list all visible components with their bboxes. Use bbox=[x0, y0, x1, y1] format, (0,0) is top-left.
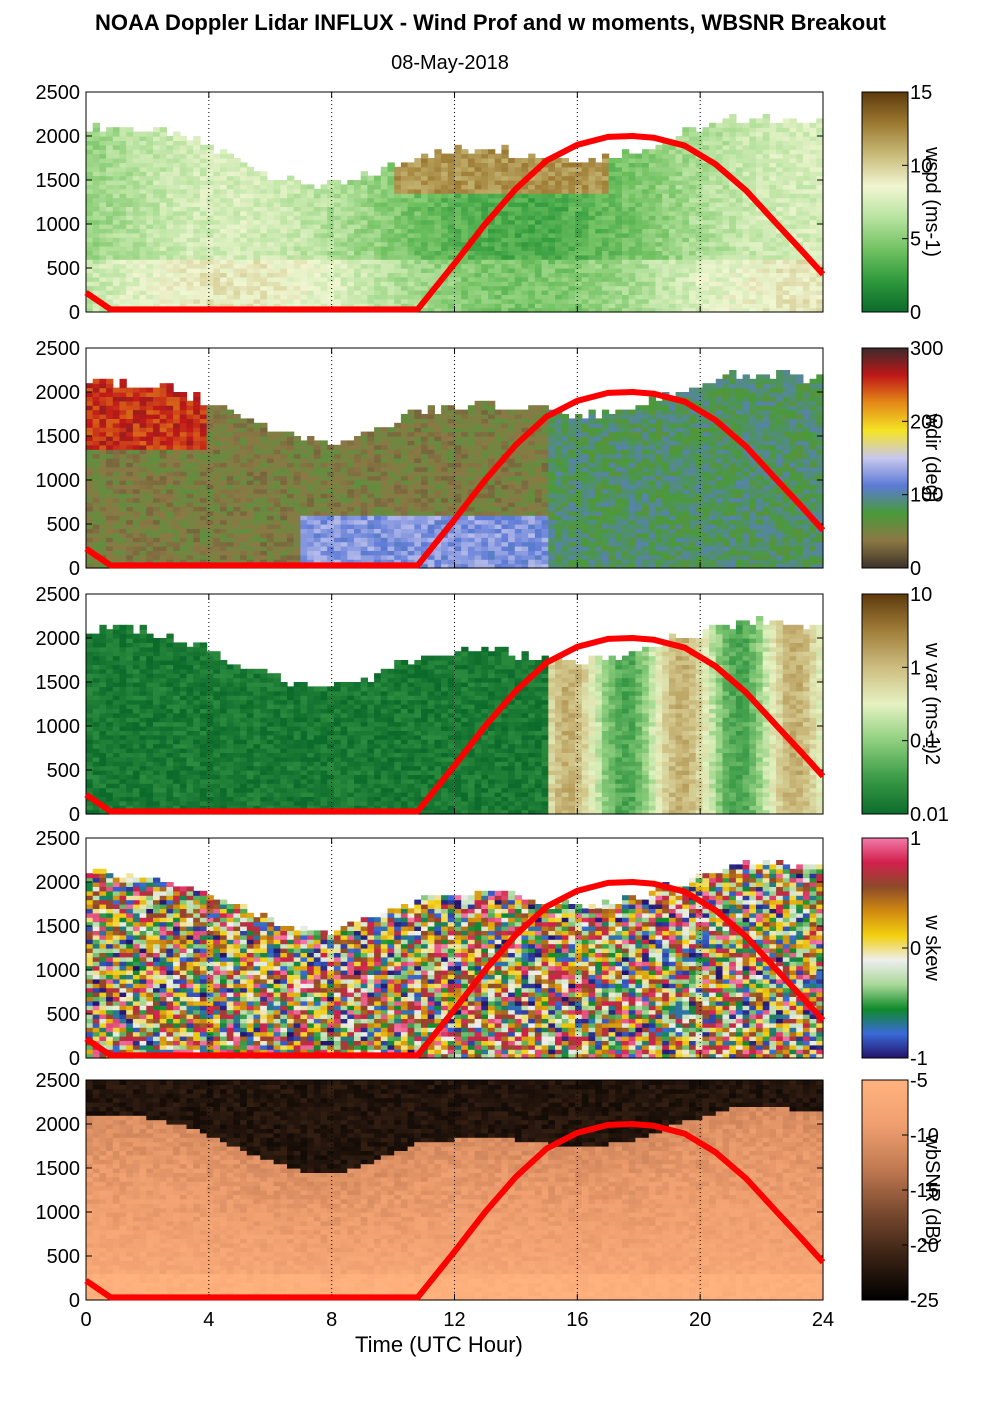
y-tick-label: 1000 bbox=[36, 470, 81, 492]
colorbar-label: wdir (deg) bbox=[921, 413, 943, 503]
wdir-heatmap bbox=[86, 370, 824, 569]
colorbar-tick-label: 10 bbox=[910, 155, 932, 177]
panel-wskew: 0 500 1000 1500 2000 2500 1 0 -1 w skew bbox=[36, 828, 944, 1070]
wvar-colorbar: 10 1 0.1 0.01 w var (ms-1)2 bbox=[861, 584, 949, 826]
colorbar-tick-label: 200 bbox=[910, 411, 943, 433]
y-tick-label: 1500 bbox=[36, 170, 81, 192]
y-tick-label: 0 bbox=[69, 302, 80, 324]
y-tick-label: 2500 bbox=[36, 828, 81, 850]
y-tick-label: 0 bbox=[69, 804, 80, 826]
mixing-layer-curve bbox=[84, 133, 826, 313]
y-tick-label: 2500 bbox=[36, 1070, 81, 1092]
y-tick-label: 500 bbox=[47, 1246, 80, 1268]
colorbar-tick-label: 0 bbox=[910, 938, 921, 960]
y-tick-label: 2000 bbox=[36, 382, 81, 404]
mixing-layer-curve bbox=[84, 879, 826, 1059]
wskew-heatmap bbox=[86, 860, 824, 1059]
colorbar-label: w var (ms-1)2 bbox=[921, 642, 943, 765]
y-tick-label: 2500 bbox=[36, 584, 81, 606]
y-tick-label: 1500 bbox=[36, 672, 81, 694]
y-tick-label: 1000 bbox=[36, 214, 81, 236]
colorbar-tick-label: 0.1 bbox=[910, 731, 938, 753]
y-tick-label: 1500 bbox=[36, 1158, 81, 1180]
y-tick-label: 500 bbox=[47, 258, 80, 280]
y-tick-label: 2000 bbox=[36, 126, 81, 148]
x-tick-label: 0 bbox=[80, 1309, 91, 1330]
wskew-colorbar: 1 0 -1 w skew bbox=[861, 828, 943, 1070]
panel-wspd: 0 500 1000 1500 2000 2500 15 10 5 0 wspd (ms-1) bbox=[36, 82, 944, 324]
wvar-heatmap bbox=[86, 616, 824, 815]
colorbar-tick-label: -25 bbox=[910, 1290, 939, 1312]
wdir-colorbar: 300 200 100 0 wdir (deg) bbox=[861, 338, 943, 580]
y-tick-label: 1500 bbox=[36, 426, 81, 448]
wbsnr-colorbar-ramp bbox=[861, 1079, 909, 1301]
y-tick-label: 500 bbox=[47, 514, 80, 536]
wspd-colorbar-ramp bbox=[861, 91, 909, 313]
y-tick-label: 0 bbox=[69, 558, 80, 580]
x-tick-label: 24 bbox=[812, 1309, 834, 1330]
colorbar-tick-label: 0 bbox=[910, 558, 921, 580]
x-tick-label: 4 bbox=[203, 1309, 214, 1330]
colorbar-tick-label: 100 bbox=[910, 485, 943, 507]
chart-subtitle: 08-May-2018 bbox=[0, 52, 900, 75]
y-tick-label: 1500 bbox=[36, 916, 81, 938]
y-tick-label: 2000 bbox=[36, 1114, 81, 1136]
colorbar-tick-label: -5 bbox=[910, 1070, 928, 1092]
x-axis-label: Time (UTC Hour) bbox=[355, 1332, 523, 1358]
colorbar-tick-label: 300 bbox=[910, 338, 943, 360]
panel-wvar: 0 500 1000 1500 2000 2500 10 1 0.1 0.01 w var (ms-… bbox=[36, 584, 949, 826]
y-tick-label: 2000 bbox=[36, 872, 81, 894]
colorbar-tick-label: -20 bbox=[910, 1235, 939, 1257]
colorbar-tick-label: -1 bbox=[910, 1048, 928, 1070]
wspd-heatmap bbox=[86, 114, 824, 313]
x-tick-label: 8 bbox=[326, 1309, 337, 1330]
wspd-colorbar: 15 10 5 0 wspd (ms-1) bbox=[861, 82, 943, 324]
y-tick-label: 500 bbox=[47, 760, 80, 782]
x-tick-label: 16 bbox=[566, 1309, 588, 1330]
colorbar-tick-label: -15 bbox=[910, 1180, 939, 1202]
colorbar-label: wspd (ms-1) bbox=[921, 146, 943, 257]
colorbar-tick-label: 1 bbox=[910, 657, 921, 679]
wbsnr-heatmap bbox=[86, 1080, 824, 1301]
wvar-colorbar-ramp bbox=[861, 593, 909, 815]
colorbar-tick-label: 15 bbox=[910, 82, 932, 104]
panel-wbsnr: 0 500 1000 1500 2000 2500 -5 -10 -15 -20 -25 wbSNR … bbox=[36, 1070, 944, 1312]
y-tick-label: 2500 bbox=[36, 82, 81, 104]
colorbar-tick-label: 0.01 bbox=[910, 804, 949, 826]
mixing-layer-curve bbox=[84, 389, 826, 569]
y-tick-label: 2000 bbox=[36, 628, 81, 650]
x-tick-label: 12 bbox=[443, 1309, 465, 1330]
colorbar-tick-label: 10 bbox=[910, 584, 932, 606]
colorbar-label: wbSNR (dB) bbox=[921, 1133, 943, 1245]
y-tick-label: 1000 bbox=[36, 1202, 81, 1224]
x-tick-label: 20 bbox=[689, 1309, 711, 1330]
colorbar-tick-label: 0 bbox=[910, 302, 921, 324]
chart-title: NOAA Doppler Lidar INFLUX - Wind Prof an… bbox=[0, 10, 981, 36]
y-tick-label: 2500 bbox=[36, 338, 81, 360]
wskew-colorbar-ramp bbox=[861, 837, 909, 1059]
colorbar-tick-label: 5 bbox=[910, 229, 921, 251]
y-tick-label: 1000 bbox=[36, 716, 81, 738]
y-tick-label: 0 bbox=[69, 1048, 80, 1070]
colorbar-tick-label: -10 bbox=[910, 1125, 939, 1147]
colorbar-label: w skew bbox=[921, 914, 943, 981]
wdir-colorbar-ramp bbox=[861, 347, 909, 569]
mixing-layer-curve bbox=[84, 1121, 826, 1301]
mixing-layer-curve bbox=[84, 635, 826, 815]
y-tick-label: 1000 bbox=[36, 960, 81, 982]
wbsnr-colorbar: -5 -10 -15 -20 -25 wbSNR (dB) bbox=[861, 1070, 943, 1312]
y-tick-label: 0 bbox=[69, 1290, 80, 1312]
colorbar-tick-label: 1 bbox=[910, 828, 921, 850]
y-tick-label: 500 bbox=[47, 1004, 80, 1026]
